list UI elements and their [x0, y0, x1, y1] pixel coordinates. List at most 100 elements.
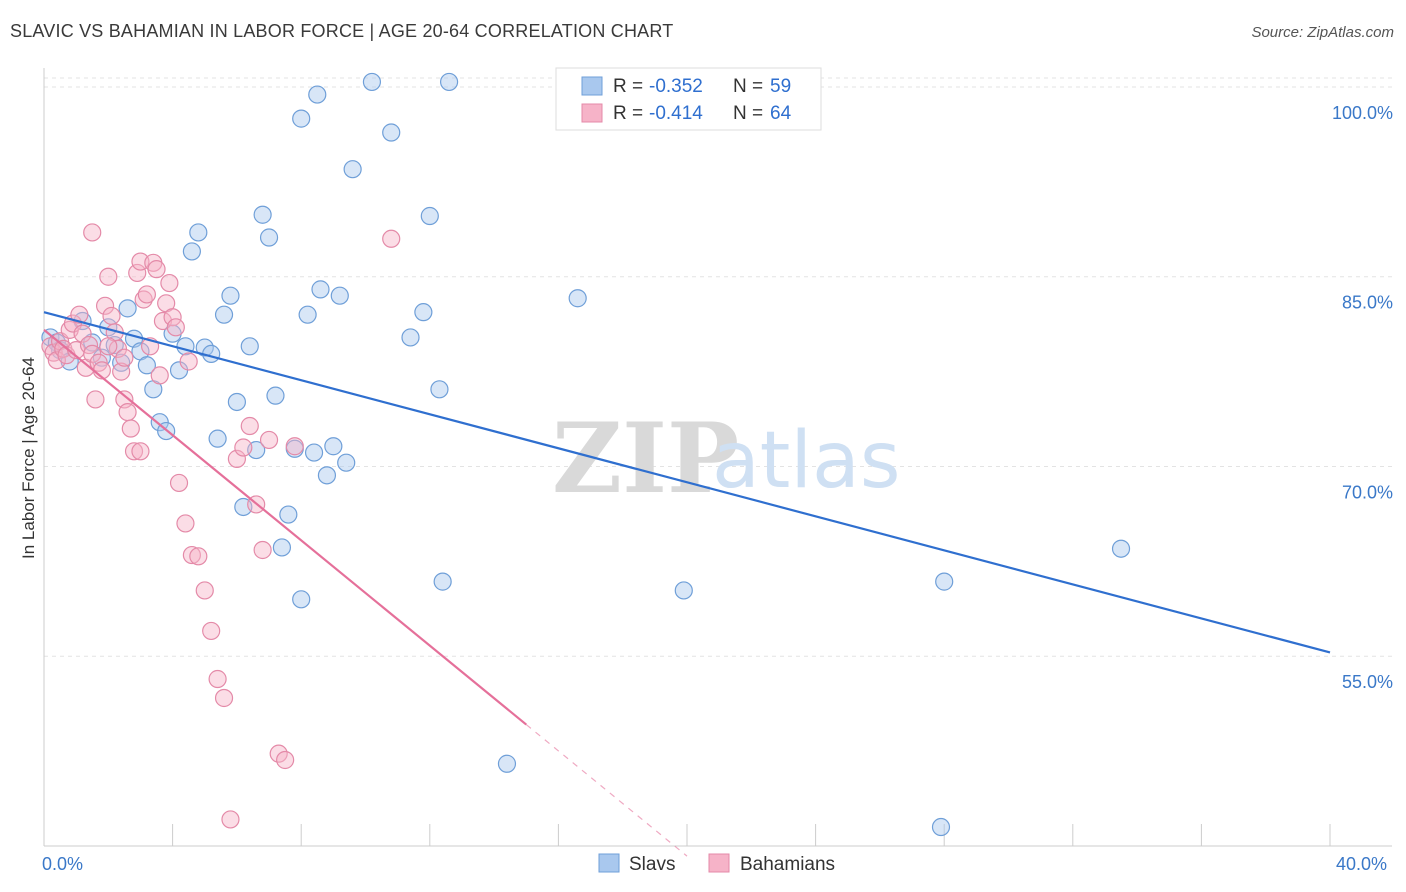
bahamians-point-41 — [176, 514, 195, 533]
bahamians-point-44 — [195, 581, 214, 600]
slavs-point-13 — [137, 356, 156, 375]
bahamians-point-56 — [276, 750, 295, 770]
bahamians-point-45 — [202, 621, 221, 641]
bahamians-point-43 — [189, 547, 208, 566]
bahamians-point-2 — [47, 351, 66, 370]
legend-n-label-bahamians: N = — [733, 103, 763, 124]
slavs-point-21 — [189, 223, 208, 242]
slavs-point-38 — [298, 305, 317, 324]
legend-n-value-bahamians: 64 — [770, 103, 792, 124]
legend-swatch-slavs — [581, 76, 603, 96]
slavs-point-54 — [430, 380, 449, 399]
series-legend-swatch-slavs[interactable] — [598, 853, 620, 873]
chart-title: SLAVIC VS BAHAMIAN IN LABOR FORCE | AGE … — [10, 21, 674, 41]
bahamians-point-58 — [382, 229, 401, 248]
bahamians-point-63 — [179, 352, 198, 371]
bahamians-point-25 — [121, 419, 140, 438]
slavs-point-52 — [420, 206, 439, 226]
bahamians-point-26 — [124, 442, 144, 461]
bahamians-point-29 — [134, 290, 153, 309]
x-tick-label-min: 0.0% — [42, 854, 83, 874]
slavs-point-35 — [279, 505, 298, 524]
y-tick-label-0: 100.0% — [1332, 103, 1393, 123]
series-legend-swatch-bahamians[interactable] — [708, 853, 730, 873]
legend-r-label-slavs: R = — [613, 76, 643, 97]
series-legend-label-bahamians[interactable]: Bahamians — [740, 854, 835, 875]
bahamians-point-33 — [147, 260, 166, 279]
y-tick-label-2: 70.0% — [1342, 482, 1393, 502]
data-points — [41, 72, 1131, 837]
trend-lines — [43, 311, 1331, 857]
bahamians-trend-line — [43, 329, 527, 726]
series-legend-label-slavs[interactable]: Slavs — [629, 854, 675, 875]
watermark-zip: ZIP — [552, 402, 739, 515]
slavs-point-58 — [497, 754, 517, 773]
bahamians-point-30 — [137, 285, 156, 304]
bahamians-point-46 — [208, 669, 227, 689]
bahamians-point-53 — [253, 540, 272, 560]
bahamians-point-59 — [83, 223, 102, 242]
legend-r-value-bahamians: -0.414 — [649, 103, 703, 124]
legend-swatch-bahamians — [581, 103, 603, 123]
slavs-trend-line — [43, 311, 1331, 654]
bahamians-point-49 — [227, 449, 246, 468]
slavs-point-32 — [259, 228, 279, 247]
slavs-point-27 — [227, 392, 246, 412]
y-tick-label-1: 85.0% — [1342, 293, 1393, 313]
bahamians-point-14 — [86, 390, 105, 409]
slavs-point-25 — [214, 305, 234, 324]
bahamians-point-48 — [221, 810, 240, 829]
slavs-point-49 — [382, 123, 401, 142]
slavs-point-56 — [674, 581, 693, 600]
bahamians-point-19 — [102, 306, 121, 326]
slavs-point-50 — [401, 328, 420, 347]
bahamians-point-10 — [73, 324, 92, 343]
bahamians-point-28 — [131, 252, 150, 271]
bahamians-point-24 — [118, 402, 137, 422]
slavs-point-33 — [266, 386, 285, 405]
bahamians-point-54 — [259, 430, 279, 450]
bahamians-point-60 — [131, 442, 150, 461]
bahamians-point-51 — [240, 416, 259, 436]
bahamians-point-57 — [285, 437, 304, 456]
bahamians-point-50 — [234, 438, 253, 457]
bahamians-point-61 — [115, 348, 134, 367]
slavs-point-55 — [568, 289, 587, 308]
slavs-point-53 — [439, 72, 459, 92]
slavs-point-39 — [304, 443, 324, 462]
slavs-point-10 — [118, 299, 137, 318]
slavs-point-47 — [308, 85, 327, 104]
slavs-point-46 — [292, 109, 311, 128]
bahamians-point-34 — [150, 366, 169, 385]
slavs-point-24 — [208, 429, 227, 448]
slavs-point-37 — [292, 590, 311, 609]
series-legend: Slavs Bahamians — [598, 853, 835, 875]
watermark-atlas: atlas — [712, 416, 901, 506]
correlation-legend: R = -0.352 N = 59 R = -0.414 N = 64 — [555, 67, 822, 131]
slavs-point-29 — [240, 337, 259, 356]
bahamians-point-9 — [70, 305, 89, 324]
watermark: ZIP atlas — [552, 402, 901, 515]
bahamians-point-40 — [169, 473, 189, 493]
bahamians-point-18 — [99, 267, 118, 286]
y-axis-label: In Labor Force | Age 20-64 — [19, 357, 38, 559]
slavs-point-42 — [324, 437, 343, 456]
y-tick-label-3: 55.0% — [1342, 672, 1393, 692]
axes — [43, 68, 1392, 847]
slavs-point-26 — [221, 286, 240, 305]
bahamians-trend-extension — [525, 724, 688, 857]
slavs-point-41 — [317, 466, 337, 485]
bahamians-point-62 — [99, 337, 118, 356]
y-tick-labels: 100.0% 85.0% 70.0% 55.0% — [1332, 103, 1393, 692]
bahamians-point-27 — [128, 263, 147, 283]
bahamians-point-22 — [112, 362, 131, 381]
legend-r-label-bahamians: R = — [613, 103, 643, 124]
slavs-point-45 — [343, 160, 362, 179]
legend-n-label-slavs: N = — [733, 76, 763, 97]
slavs-point-61 — [931, 817, 951, 837]
chart-source: Source: ZipAtlas.com — [1251, 24, 1394, 41]
slavs-point-59 — [935, 572, 954, 591]
slavs-point-31 — [253, 205, 272, 224]
slavs-point-60 — [1111, 539, 1131, 558]
